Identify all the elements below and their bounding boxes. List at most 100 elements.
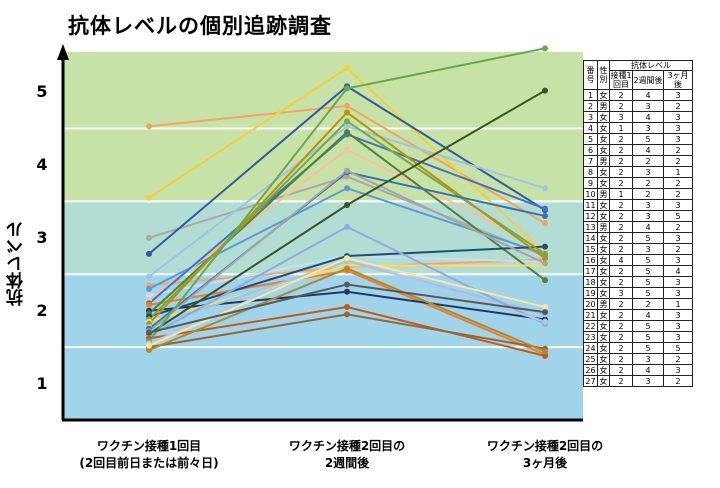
table-cell: 3 xyxy=(609,287,633,299)
series-point-17-1 xyxy=(344,109,350,116)
table-cell: 2 xyxy=(663,155,693,167)
table-row: 23 女 2 5 3 xyxy=(583,331,693,343)
table-cell: 男 xyxy=(597,221,610,233)
series-point-10-2 xyxy=(542,205,548,212)
series-point-21-2 xyxy=(542,87,548,94)
table-cell: 3 xyxy=(663,122,693,134)
table-cell: 女 xyxy=(597,320,610,332)
table-cell: 3 xyxy=(663,89,693,101)
x-tick-label: ワクチン接種2回目の 3ヶ月後 xyxy=(486,439,604,470)
series-point-27-1 xyxy=(344,265,350,272)
table-cell: 3 xyxy=(632,199,664,211)
table-header-two-weeks: 2週間後 xyxy=(632,70,664,90)
series-point-1-2 xyxy=(542,220,548,227)
table-cell: 3 xyxy=(663,309,693,321)
series-point-29-0 xyxy=(146,329,152,336)
series-point-13-1 xyxy=(344,129,350,136)
table-row: 12 女 2 3 5 xyxy=(583,210,693,222)
series-point-26-1 xyxy=(344,311,350,318)
table-cell: 14 xyxy=(583,232,598,244)
series-point-1-0 xyxy=(146,123,152,130)
table-cell: 女 xyxy=(597,199,610,211)
table-cell: 2 xyxy=(609,232,633,244)
table-cell: 9 xyxy=(583,177,598,189)
y-tick-label: 1 xyxy=(36,373,48,393)
table-row: 13 男 2 4 2 xyxy=(583,221,693,233)
series-point-23-1 xyxy=(344,304,350,311)
table-cell: 女 xyxy=(597,364,610,376)
x-tick-label: ワクチン接種2回目の 2週間後 xyxy=(288,439,406,470)
table-cell: 4 xyxy=(632,309,664,321)
table-cell: 3 xyxy=(632,210,664,222)
series-point-13-2 xyxy=(542,277,548,284)
table-cell: 2 xyxy=(663,177,693,189)
series-point-20-1 xyxy=(344,167,350,174)
table-cell: 2 xyxy=(609,177,633,189)
table-row: 22 女 2 5 3 xyxy=(583,320,693,332)
table-cell: 27 xyxy=(583,375,598,387)
table-cell: 女 xyxy=(597,375,610,387)
table-cell: 男 xyxy=(597,155,610,167)
table-cell: 女 xyxy=(597,133,610,145)
table-row: 14 女 2 5 3 xyxy=(583,232,693,244)
table-row: 10 男 1 2 2 xyxy=(583,188,693,200)
table-cell: 3 xyxy=(609,111,633,123)
series-point-3-0 xyxy=(146,234,152,241)
table-cell: 3 xyxy=(632,353,664,365)
table-cell: 5 xyxy=(632,287,664,299)
table-cell: 22 xyxy=(583,320,598,332)
table-cell: 1 xyxy=(609,188,633,200)
table-cell: 2 xyxy=(609,155,633,167)
table-cell: 2 xyxy=(609,265,633,277)
table-cell: 3 xyxy=(663,276,693,288)
table-cell: 5 xyxy=(663,342,693,354)
table-cell: 4 xyxy=(663,265,693,277)
series-point-12-1 xyxy=(344,288,350,295)
table-cell: 4 xyxy=(632,111,664,123)
table-cell: 2 xyxy=(609,331,633,343)
table-cell: 3 xyxy=(663,287,693,299)
y-tick-label: 3 xyxy=(36,227,48,247)
table-cell: 5 xyxy=(632,254,664,266)
table-cell: 2 xyxy=(663,144,693,156)
table-cell: 女 xyxy=(597,232,610,244)
table-cell: 4 xyxy=(632,89,664,101)
table-cell: 2 xyxy=(609,144,633,156)
series-point-5-2 xyxy=(542,185,548,192)
table-cell: 女 xyxy=(597,243,610,255)
table-cell: 2 xyxy=(609,353,633,365)
table-cell: 12 xyxy=(583,210,598,222)
table-cell: 3 xyxy=(663,232,693,244)
series-point-17-2 xyxy=(542,255,548,262)
table-cell: 女 xyxy=(597,309,610,321)
series-point-11-0 xyxy=(146,301,152,308)
table-cell: 女 xyxy=(597,331,610,343)
table-cell: 2 xyxy=(609,89,633,101)
table-cell: 1 xyxy=(663,298,693,310)
table-cell: 女 xyxy=(597,276,610,288)
table-cell: 3 xyxy=(663,133,693,145)
table-row: 26 女 2 4 3 xyxy=(583,364,693,376)
series-point-2-1 xyxy=(344,65,350,72)
series-point-23-2 xyxy=(542,352,548,359)
series-point-8-0 xyxy=(146,292,152,299)
table-cell: 男 xyxy=(597,298,610,310)
table-cell: 2 xyxy=(609,342,633,354)
table-cell: 2 xyxy=(609,298,633,310)
series-point-27-0 xyxy=(146,347,152,354)
table-cell: 5 xyxy=(583,133,598,145)
table-row: 19 女 3 5 3 xyxy=(583,287,693,299)
table-cell: 女 xyxy=(597,265,610,277)
table-cell: 2 xyxy=(663,100,693,112)
table-cell: 3 xyxy=(663,199,693,211)
series-point-21-1 xyxy=(344,202,350,209)
table-cell: 2 xyxy=(663,243,693,255)
series-point-9-1 xyxy=(344,146,350,153)
table-header-three-months: 3ヶ月後 xyxy=(663,70,693,90)
table-cell: 3 xyxy=(632,122,664,134)
table-cell: 4 xyxy=(583,122,598,134)
